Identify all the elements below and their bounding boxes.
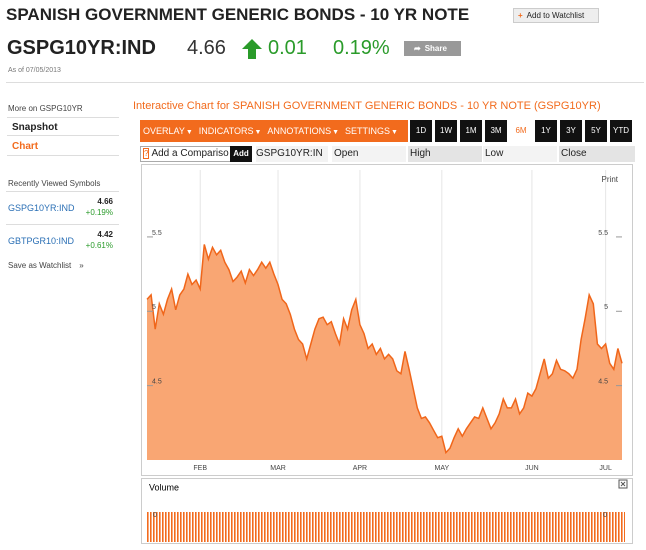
volume-label: Volume xyxy=(149,482,179,492)
menu-button[interactable]: ANNOTATIONS xyxy=(264,120,342,142)
y-tick-label: 5.5 xyxy=(598,230,608,237)
save-text: Save as Watchlist xyxy=(8,261,72,270)
menu-button[interactable]: INDICATORS xyxy=(196,120,265,142)
recent-change: +0.19% xyxy=(85,208,113,217)
sidebar-link[interactable]: Chart xyxy=(7,137,119,156)
change: 0.01 xyxy=(268,37,307,59)
x-tick-label: JUN xyxy=(525,465,539,472)
plus-icon: + xyxy=(518,11,523,20)
toolbar: OVERLAYINDICATORSANNOTATIONSSETTINGS xyxy=(140,120,408,142)
recent-change: +0.61% xyxy=(85,241,113,250)
change-percent: 0.19% xyxy=(333,37,390,59)
range-button[interactable]: 3M xyxy=(485,120,507,142)
chevron: » xyxy=(79,261,84,270)
menu-button[interactable]: SETTINGS xyxy=(342,120,401,142)
range-button[interactable]: 1D xyxy=(410,120,432,142)
as-of: As of 07/05/2013 xyxy=(8,67,61,74)
recent-price: 4.42 xyxy=(97,230,113,239)
volume-tick-label: 0 xyxy=(153,512,157,519)
price-chart: FEB MAR APR MAY JUN JUL 4.5 4.5 5 5 5.5 5.5 Print xyxy=(141,164,633,476)
share-button[interactable]: ➦ Share xyxy=(404,41,461,56)
volume-tick-label: 0 xyxy=(603,512,607,519)
y-tick-label: 4.5 xyxy=(598,378,608,385)
divider xyxy=(6,82,644,83)
range-button[interactable]: 1W xyxy=(435,120,457,142)
range-button[interactable]: 6M xyxy=(510,120,532,142)
x-tick-label: MAR xyxy=(270,465,286,472)
menu-button[interactable]: OVERLAY xyxy=(140,120,196,142)
volume-chart: Volume 0 0 xyxy=(141,478,633,544)
range-button[interactable]: 5Y xyxy=(585,120,607,142)
symbol-field: GSPG10YR:IN xyxy=(256,146,328,162)
print-link[interactable]: Print xyxy=(602,175,619,184)
sidebar-heading: More on GSPG10YR xyxy=(8,104,83,113)
compare-input[interactable]: ? Add a Compariso xyxy=(140,146,231,162)
quote-field: Close xyxy=(559,146,635,162)
quote-field: High xyxy=(408,146,482,162)
volume-bars xyxy=(147,512,625,542)
help-icon: ? xyxy=(143,148,150,159)
area xyxy=(147,244,622,460)
range-button[interactable]: 1M xyxy=(460,120,482,142)
up-arrow xyxy=(242,39,262,59)
range-button[interactable]: YTD xyxy=(610,120,632,142)
recent-symbol[interactable]: GBTPGR10:IND xyxy=(8,236,75,246)
quote-field: Low xyxy=(483,146,557,162)
recent-heading: Recently Viewed Symbols xyxy=(8,179,101,188)
ticker: GSPG10YR:IND xyxy=(7,37,156,59)
share-icon: ➦ xyxy=(414,44,421,53)
save-watchlist[interactable]: Save as Watchlist » xyxy=(8,261,84,270)
divider xyxy=(6,224,119,225)
sidebar-link[interactable]: Snapshot xyxy=(7,117,119,136)
line xyxy=(146,244,623,455)
y-tick-label: 5 xyxy=(604,304,608,311)
price: 4.66 xyxy=(187,37,226,59)
close-glyph xyxy=(620,481,626,487)
x-tick-label: FEB xyxy=(193,465,207,472)
recent-price: 4.66 xyxy=(97,197,113,206)
y-tick-label: 4.5 xyxy=(152,378,162,385)
x-tick-label: MAY xyxy=(434,465,449,472)
chart-panel-title: Interactive Chart for SPANISH GOVERNMENT… xyxy=(133,100,601,112)
divider xyxy=(6,191,119,192)
range-button[interactable]: 1Y xyxy=(535,120,557,142)
y-tick-label: 5 xyxy=(152,304,156,311)
x-tick-label: APR xyxy=(353,465,367,472)
share-text: Share xyxy=(424,44,447,53)
y-tick-label: 5.5 xyxy=(152,230,162,237)
x-tick-label: JUL xyxy=(599,465,612,472)
compare-placeholder: Add a Compariso xyxy=(151,148,229,159)
watchlist-text: Add to Watchlist xyxy=(526,11,585,20)
range-button[interactable]: 3Y xyxy=(560,120,582,142)
watchlist-button[interactable]: + Add to Watchlist xyxy=(513,8,599,23)
quote-field: Open xyxy=(332,146,406,162)
recent-symbol[interactable]: GSPG10YR:IND xyxy=(8,203,75,213)
add-button[interactable]: Add xyxy=(230,146,252,162)
page-title: SPANISH GOVERNMENT GENERIC BONDS - 10 YR… xyxy=(6,5,470,24)
